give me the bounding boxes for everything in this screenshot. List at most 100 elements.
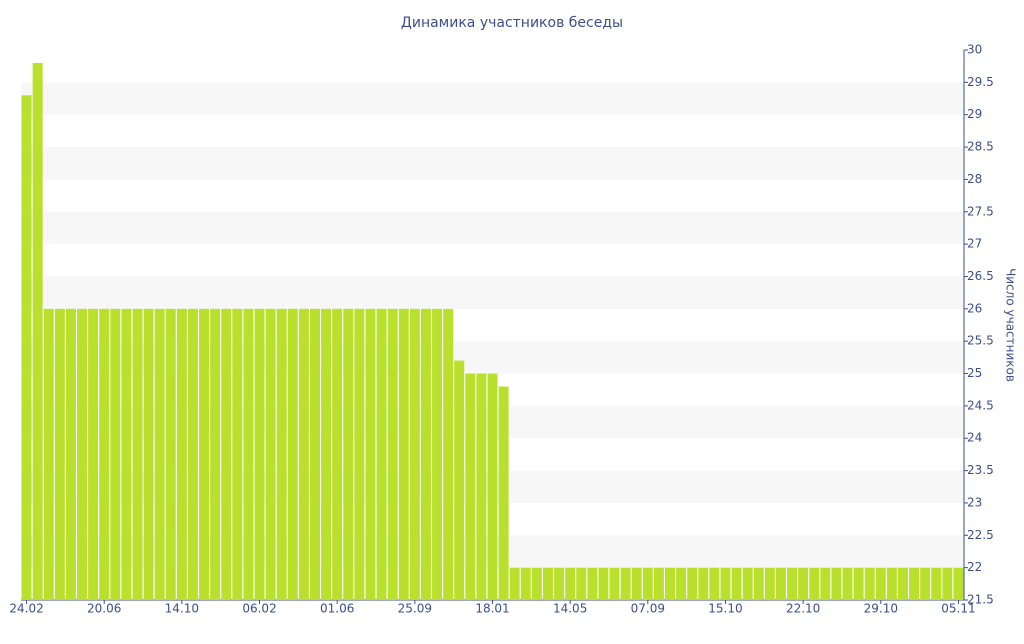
y-tick-label: 23.5 bbox=[967, 463, 994, 477]
bar bbox=[809, 567, 820, 600]
bar bbox=[365, 308, 376, 600]
bar bbox=[520, 567, 531, 600]
y-tick-label: 25.5 bbox=[967, 334, 994, 348]
y-tick-label: 26.5 bbox=[967, 269, 994, 283]
bar bbox=[165, 308, 176, 600]
bar bbox=[698, 567, 709, 600]
bar bbox=[321, 308, 332, 600]
x-tick-label: 07.09 bbox=[631, 602, 665, 616]
bar bbox=[609, 567, 620, 600]
bar bbox=[720, 567, 731, 600]
bar bbox=[864, 567, 875, 600]
bar bbox=[653, 567, 664, 600]
y-tick-label: 23 bbox=[967, 495, 982, 509]
y-tick-label: 25 bbox=[967, 366, 982, 380]
bar bbox=[354, 308, 365, 600]
bar bbox=[210, 308, 221, 600]
bar bbox=[420, 308, 431, 600]
bar bbox=[820, 567, 831, 600]
bar bbox=[798, 567, 809, 600]
bar bbox=[709, 567, 720, 600]
bar bbox=[620, 567, 631, 600]
bar bbox=[487, 373, 498, 600]
x-tick-label: 14.05 bbox=[553, 602, 587, 616]
bar bbox=[298, 308, 309, 600]
y-tick-label: 26 bbox=[967, 301, 982, 315]
bar bbox=[243, 308, 254, 600]
bar bbox=[398, 308, 409, 600]
bar bbox=[343, 308, 354, 600]
bar bbox=[310, 308, 320, 600]
x-tick-label: 14.10 bbox=[165, 602, 199, 616]
grid-band bbox=[21, 211, 964, 245]
bar bbox=[731, 567, 742, 600]
bar bbox=[432, 308, 443, 600]
grid-band bbox=[21, 82, 964, 115]
bar bbox=[665, 567, 675, 600]
bar bbox=[332, 308, 343, 600]
bar bbox=[676, 567, 687, 600]
bar bbox=[531, 567, 542, 600]
chart-title: Динамика участников беседы bbox=[401, 15, 623, 31]
bar bbox=[909, 567, 920, 600]
bar bbox=[853, 567, 864, 600]
x-tick-label: 01.06 bbox=[320, 602, 354, 616]
bar bbox=[787, 567, 798, 600]
bar bbox=[143, 308, 154, 600]
bar bbox=[587, 567, 598, 600]
bar bbox=[287, 308, 298, 600]
x-tick-label: 25.09 bbox=[398, 602, 432, 616]
y-tick-label: 22.5 bbox=[967, 528, 994, 542]
bar bbox=[953, 567, 964, 600]
bar bbox=[565, 567, 576, 600]
bar bbox=[176, 308, 187, 600]
bar bbox=[254, 308, 265, 600]
x-tick-label: 24.02 bbox=[9, 602, 43, 616]
x-tick-label: 06.02 bbox=[242, 602, 276, 616]
bar bbox=[265, 308, 276, 600]
bar bbox=[465, 373, 476, 600]
bar bbox=[687, 567, 698, 600]
y-tick-label: 28 bbox=[967, 172, 982, 186]
bar bbox=[88, 308, 99, 600]
y-tick-label: 24 bbox=[967, 431, 982, 445]
bar bbox=[65, 308, 76, 600]
bar bbox=[742, 567, 753, 600]
y-tick-label: 28.5 bbox=[967, 140, 994, 154]
bar bbox=[99, 308, 110, 600]
bar bbox=[476, 373, 487, 600]
bar bbox=[942, 567, 953, 600]
y-tick-label: 22 bbox=[967, 560, 982, 574]
bar bbox=[387, 308, 398, 600]
bar bbox=[897, 567, 908, 600]
bar bbox=[21, 95, 32, 600]
bar bbox=[376, 308, 387, 600]
bar bbox=[187, 308, 198, 600]
bar bbox=[775, 567, 786, 600]
y-tick-label: 24.5 bbox=[967, 398, 994, 412]
bar bbox=[931, 567, 942, 600]
bar bbox=[54, 308, 65, 600]
bar bbox=[598, 567, 609, 600]
bar bbox=[875, 567, 886, 600]
y-tick-label: 27 bbox=[967, 237, 982, 251]
bar bbox=[509, 567, 520, 600]
bar bbox=[199, 308, 210, 600]
y-axis-label: Число участников bbox=[1004, 268, 1018, 382]
x-tick-label: 22.10 bbox=[786, 602, 820, 616]
bar bbox=[132, 308, 143, 600]
bar bbox=[121, 308, 132, 600]
bar bbox=[43, 308, 54, 600]
x-tick-label: 20.06 bbox=[87, 602, 121, 616]
bar bbox=[409, 308, 420, 600]
bar bbox=[154, 308, 165, 600]
y-tick-label: 29 bbox=[967, 107, 982, 121]
y-tick-label: 27.5 bbox=[967, 204, 994, 218]
x-tick-label: 29.10 bbox=[864, 602, 898, 616]
bar bbox=[110, 308, 121, 600]
bar bbox=[886, 567, 897, 600]
y-tick-label: 21.5 bbox=[967, 593, 994, 607]
bar bbox=[498, 386, 509, 600]
grid-band bbox=[21, 276, 964, 309]
